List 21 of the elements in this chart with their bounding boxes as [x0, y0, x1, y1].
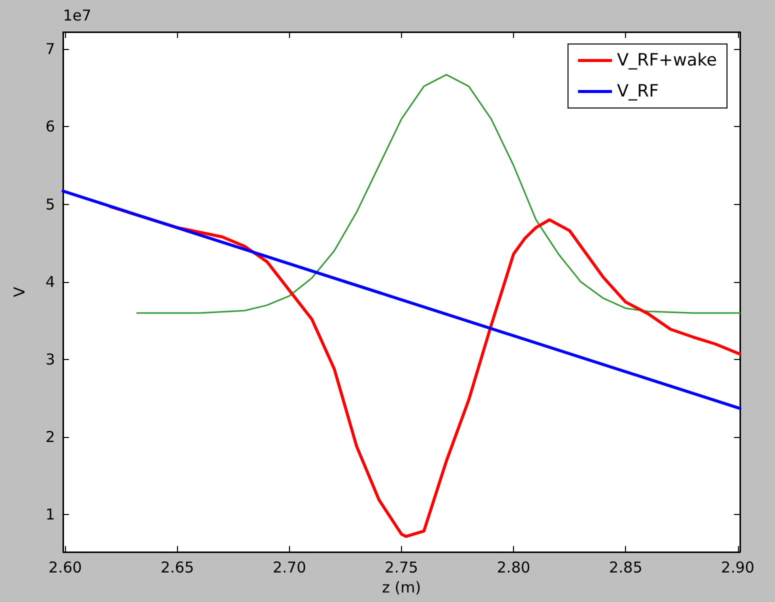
- x-tick-label: 2.80: [496, 558, 530, 576]
- y-tick-label: 5: [45, 195, 55, 214]
- x-tick-label: 2.70: [272, 558, 306, 576]
- y-tick-label: 6: [45, 118, 55, 136]
- x-axis-title: z (m): [382, 578, 421, 596]
- legend-label: V_RF: [617, 82, 659, 102]
- text: 1e7: [63, 6, 92, 24]
- y-tick-label: 1: [45, 506, 55, 524]
- y-tick-label: 3: [45, 350, 55, 369]
- x-tick-label: 2.85: [608, 558, 642, 576]
- x-tick-label: 2.65: [160, 558, 194, 576]
- legend-label: V_RF+wake: [617, 50, 717, 70]
- x-tick-label: 2.75: [384, 558, 418, 576]
- y-axis-title: V: [10, 286, 28, 298]
- y-tick-label: 7: [45, 40, 55, 58]
- line-series: [108, 205, 742, 538]
- y-tick-label: 4: [45, 272, 55, 291]
- line-series: [136, 74, 741, 314]
- y-tick-label: 2: [45, 428, 55, 446]
- x-tick-label: 2.90: [721, 558, 754, 576]
- x-tick-label: 2.60: [48, 558, 82, 576]
